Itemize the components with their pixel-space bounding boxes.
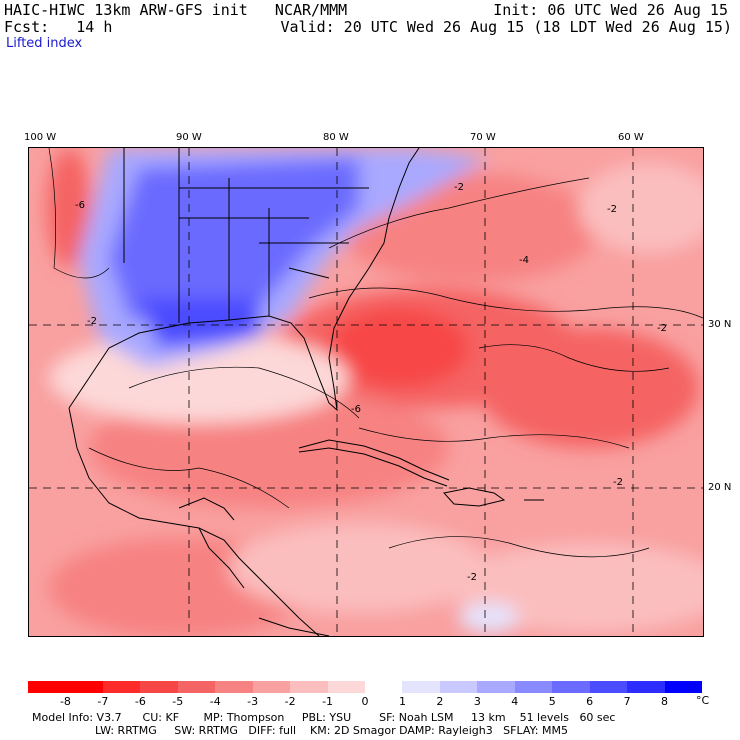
contour-label: -2 (467, 572, 477, 583)
colorbar-cell (552, 681, 591, 693)
colorbar-tick-label: 7 (623, 695, 631, 708)
colorbar-cell (627, 681, 666, 693)
lat-label-20n: 20 N (708, 482, 732, 493)
colorbar-tick-label: -1 (322, 695, 334, 708)
colorbar-cell (365, 681, 403, 693)
colorbar-cell (589, 681, 628, 693)
contour-label: -6 (75, 200, 85, 211)
forecast-hour: Fcst: 14 h (4, 18, 113, 36)
valid-time: Valid: 20 UTC Wed 26 Aug 15 (18 LDT Wed … (280, 18, 732, 36)
colorbar-tick-label: 6 (586, 695, 594, 708)
contour-label: -6 (351, 404, 361, 415)
init-time: Init: 06 UTC Wed 26 Aug 15 (493, 1, 728, 19)
contour-label: -2 (613, 477, 623, 488)
field-name: Lifted index (6, 36, 83, 51)
colorbar-cell (290, 681, 329, 693)
colorbar-tick-label: 2 (436, 695, 444, 708)
lifted-index-map: -6 -2 -2 -4 -2 -2 -2 -2 -6 (28, 147, 704, 637)
colorbar-tick-label: -6 (134, 695, 146, 708)
colorbar-tick-label: -3 (247, 695, 259, 708)
colorbar-tick-label: -7 (97, 695, 109, 708)
lon-label-100w: 100 W (24, 132, 57, 143)
colorbar-tick-label: 8 (661, 695, 669, 708)
contour-label: -4 (519, 255, 529, 266)
contour-label: -2 (87, 316, 97, 327)
colorbar-cell (252, 681, 291, 693)
colorbar-tick-label: -5 (172, 695, 184, 708)
colorbar-tick-label: -8 (59, 695, 71, 708)
colorbar-tick-label: -4 (209, 695, 221, 708)
lon-label-80w: 80 W (323, 132, 349, 143)
model-info-line1: Model Info: V3.7 CU: KF MP: Thompson PBL… (32, 711, 616, 724)
contour-lines (48, 148, 703, 558)
lon-label-70w: 70 W (470, 132, 496, 143)
colorbar-cell (140, 681, 179, 693)
colorbar-cell (177, 681, 216, 693)
colorbar-cell (102, 681, 141, 693)
colorbar (28, 681, 703, 693)
lat-label-30n: 30 N (708, 319, 732, 330)
lon-label-90w: 90 W (176, 132, 202, 143)
colorbar-tick-label: 0 (361, 695, 369, 708)
model-info-line2: LW: RRTMG SW: RRTMG DIFF: full KM: 2D Sm… (95, 724, 568, 737)
contour-label: -2 (657, 323, 667, 334)
colorbar-cell (215, 681, 254, 693)
colorbar-unit: °C (696, 694, 710, 707)
colorbar-tick-label: 1 (398, 695, 406, 708)
colorbar-tick-label: -2 (284, 695, 296, 708)
lon-label-60w: 60 W (618, 132, 644, 143)
contour-label: -2 (607, 204, 617, 215)
colorbar-cell (327, 681, 366, 693)
colorbar-cell (439, 681, 478, 693)
colorbar-cell (402, 681, 441, 693)
colorbar-tick-label: 3 (473, 695, 481, 708)
model-title: HAIC-HIWC 13km ARW-GFS init NCAR/MMM (4, 1, 348, 19)
contour-label-group: -6 -2 -2 -4 -2 -2 -2 -2 -6 (75, 182, 667, 583)
contour-label: -2 (454, 182, 464, 193)
map-canvas: -6 -2 -2 -4 -2 -2 -2 -2 -6 (29, 148, 703, 636)
field-shading (47, 148, 703, 636)
colorbar-cell (477, 681, 516, 693)
colorbar-tick-label: 5 (548, 695, 556, 708)
colorbar-cell (514, 681, 553, 693)
colorbar-cell (664, 681, 703, 693)
colorbar-cell (65, 681, 104, 693)
colorbar-cell (28, 681, 66, 693)
colorbar-tick-label: 4 (511, 695, 519, 708)
lat-lon-grid (29, 148, 703, 636)
coastlines (68, 148, 544, 636)
